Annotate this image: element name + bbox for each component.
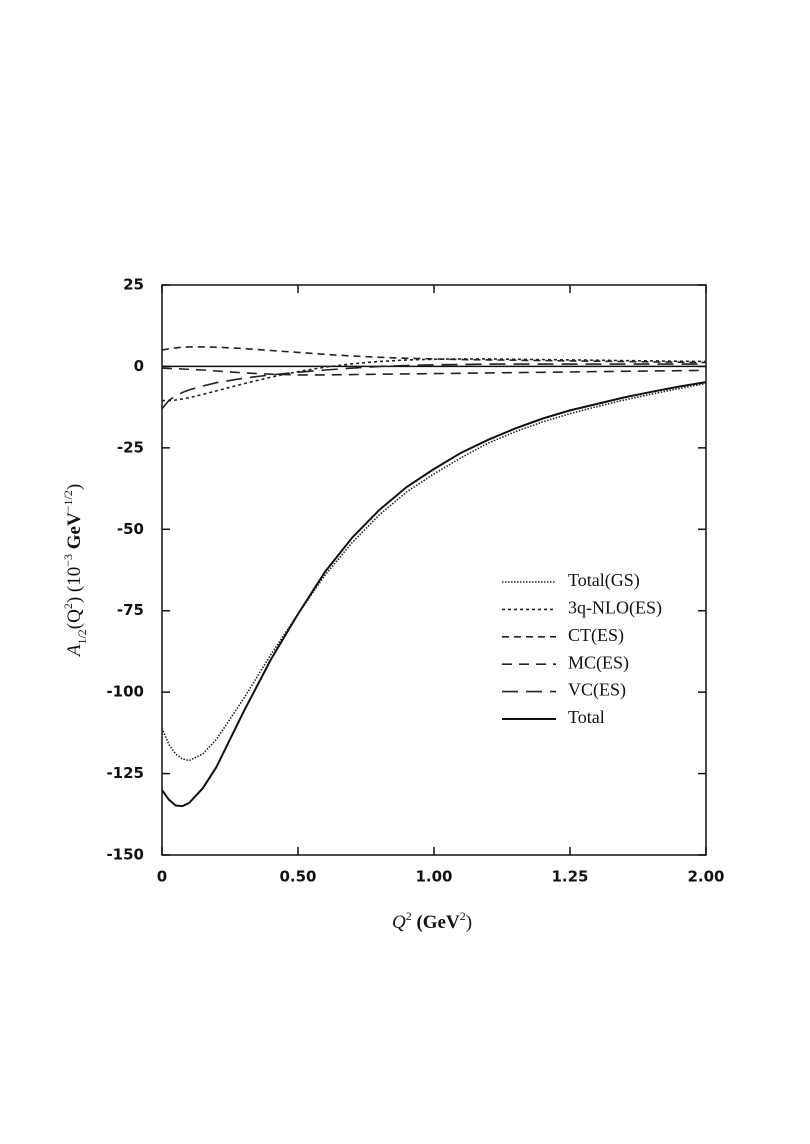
- legend-label: 3q-NLO(ES): [568, 598, 662, 619]
- y-tick-label: 25: [123, 276, 144, 294]
- legend-label: Total(GS): [568, 570, 640, 591]
- legend-label: MC(ES): [568, 652, 629, 673]
- legend-label: Total: [568, 707, 605, 727]
- label-part: ): [64, 484, 85, 490]
- y-tick-label: -150: [106, 846, 144, 864]
- label-part: −1/2: [61, 490, 75, 512]
- label-part: −3: [61, 554, 75, 567]
- series-line: [162, 358, 707, 402]
- y-tick-label: -25: [117, 438, 144, 456]
- x-tick-label: 0.50: [279, 868, 316, 886]
- label-part: A: [64, 644, 85, 658]
- x-axis-label: Q2 (GeV2): [392, 909, 472, 934]
- x-tick-label: 1.25: [551, 868, 588, 886]
- label-part: 1/2: [75, 629, 89, 644]
- y-tick-label: -125: [106, 764, 144, 782]
- label-part: GeV: [64, 512, 85, 554]
- series-line: [161, 363, 706, 410]
- y-axis-label: A1/2(Q2) (10−3 GeV−1/2): [61, 484, 89, 658]
- label-part: 2: [460, 909, 466, 923]
- series-line: [161, 367, 707, 376]
- y-tick-label: 0: [134, 357, 144, 375]
- legend-label: VC(ES): [568, 680, 626, 701]
- y-tick-label: -75: [117, 601, 144, 619]
- label-part: ) (10: [64, 567, 85, 603]
- label-part: 2: [61, 603, 75, 609]
- y-tick-label: -100: [106, 683, 144, 701]
- legend-label: CT(ES): [568, 625, 624, 646]
- label-part: (Q: [64, 609, 85, 629]
- label-part: ): [466, 912, 472, 933]
- series-line: [161, 381, 707, 808]
- x-tick-label: 0: [157, 868, 167, 886]
- series-line: [161, 346, 707, 364]
- label-part: Q: [392, 912, 406, 933]
- series-line: [161, 382, 707, 762]
- label-part: 2: [406, 909, 412, 923]
- y-tick-label: -50: [117, 520, 144, 538]
- x-tick-label: 2.00: [687, 868, 724, 886]
- x-tick-label: 1.00: [415, 868, 452, 886]
- label-part: (GeV: [412, 912, 460, 933]
